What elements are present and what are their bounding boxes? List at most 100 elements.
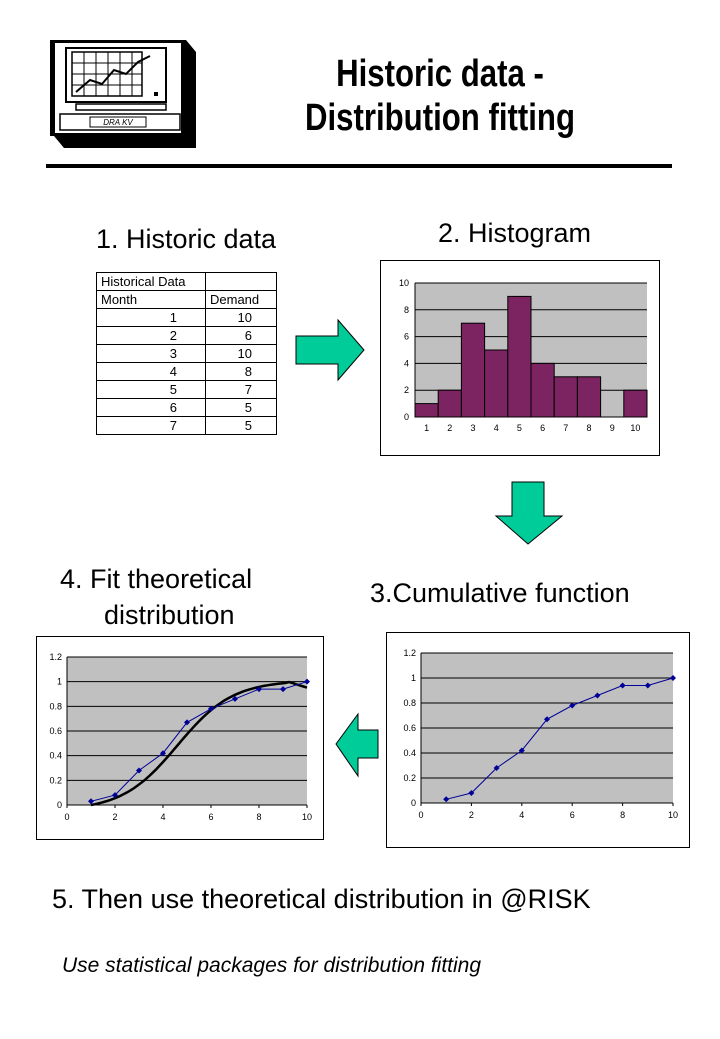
x-tick-label: 8 (620, 810, 625, 820)
x-tick-label: 2 (447, 423, 452, 433)
data-point (569, 702, 576, 709)
table-cell-month: 5 (96, 380, 206, 399)
historic-data-table-box: Historical Data Month Demand 1 10 2 6 3 10 4 8 5… (96, 272, 277, 435)
table-cell-month: 1 (96, 308, 206, 327)
x-tick-label: 6 (208, 812, 213, 822)
arrow-left (334, 712, 380, 783)
table-cell-month: 7 (96, 416, 206, 435)
arrow-right (294, 318, 366, 387)
data-point (304, 678, 310, 685)
histogram-bar (507, 295, 532, 418)
data-point (443, 796, 450, 803)
fit-svg: 0 0.2 0.4 0.6 0.8 1 1.2 0 2 4 6 8 10 (49, 652, 312, 822)
x-tick-label: 4 (160, 812, 165, 822)
histogram-bar (484, 349, 509, 418)
data-point (208, 705, 214, 712)
data-point (493, 765, 500, 771)
y-tick-label: 1.2 (49, 652, 62, 662)
x-tick-label: 2 (469, 810, 474, 820)
histogram-bar (576, 376, 602, 418)
step-1-label: 1. Historic data (96, 224, 277, 254)
data-point (256, 686, 262, 693)
histogram-bar (460, 322, 486, 418)
data-point (88, 798, 94, 805)
x-tick-label: 3 (470, 423, 475, 433)
x-tick-label: 0 (64, 812, 69, 822)
histogram-bar (623, 389, 648, 418)
title-line-1: Historic data - (336, 53, 544, 95)
arrow-down (494, 480, 564, 551)
table-cell-demand: 8 (205, 362, 277, 381)
y-tick-label: 6 (404, 332, 409, 342)
data-point (280, 686, 286, 693)
data-point (232, 695, 238, 702)
table-cell-month: 3 (96, 344, 206, 363)
y-tick-label: 1 (57, 677, 62, 687)
step-4-label-line-1: 4. Fit theoretical (60, 564, 253, 594)
y-tick-label: 0 (57, 800, 62, 810)
x-tick-label: 8 (256, 812, 261, 822)
logo-label: DRA KV (103, 118, 133, 127)
y-tick-label: 0.8 (49, 701, 62, 711)
y-tick-label: 2 (404, 385, 409, 395)
data-point (160, 750, 166, 757)
computer-logo: DRA KV (46, 38, 196, 150)
data-point (112, 792, 118, 799)
table-cell-month: 4 (96, 362, 206, 381)
y-tick-label: 0 (404, 412, 409, 422)
histogram-bar (553, 376, 578, 418)
cumulative-svg: 0 0.2 0.4 0.6 0.8 1 1.2 0 2 4 6 8 10 (403, 648, 678, 820)
x-tick-label: 6 (570, 810, 575, 820)
data-point (468, 790, 475, 796)
table-body: 1 10 2 6 3 10 4 8 5 7 6 5 7 5 (96, 308, 277, 435)
x-tick-label: 8 (586, 423, 591, 433)
page-title: Historic data - Distribution fitting (243, 52, 637, 140)
step-5-label: 5. Then use theoretical distribution in … (52, 884, 591, 914)
title-divider (46, 164, 672, 168)
x-tick-label: 5 (517, 423, 522, 433)
y-tick-label: 1.2 (403, 648, 416, 658)
table-caption: Historical Data (96, 272, 206, 291)
x-tick-label: 0 (418, 810, 423, 820)
y-tick-label: 0.2 (403, 773, 416, 783)
data-point (644, 682, 651, 689)
series-line (446, 677, 674, 800)
histogram-bar (437, 389, 462, 418)
x-tick-label: 7 (563, 423, 568, 433)
data-point (619, 682, 626, 689)
y-tick-label: 0.8 (403, 698, 416, 708)
step-4-label-line-2: distribution (104, 600, 235, 630)
x-tick-label: 4 (519, 810, 524, 820)
cumulative-chart: 0 0.2 0.4 0.6 0.8 1 1.2 0 2 4 6 8 10 (386, 632, 690, 848)
table-cell-demand: 5 (205, 398, 277, 417)
y-tick-label: 1 (411, 673, 416, 683)
x-tick-label: 2 (112, 812, 117, 822)
table-cell-demand: 10 (205, 344, 277, 363)
table-header-demand: Demand (205, 290, 277, 309)
x-tick-label: 10 (302, 812, 312, 822)
table-cell-demand: 10 (205, 308, 277, 327)
x-tick-label: 10 (630, 423, 640, 433)
y-tick-label: 0.6 (403, 723, 416, 733)
step-2-label: 2. Histogram (438, 218, 592, 248)
table-header-month: Month (96, 290, 206, 309)
table-row: 3 10 (96, 344, 277, 363)
x-tick-label: 10 (668, 810, 678, 820)
table-cell-month: 6 (96, 398, 206, 417)
y-tick-label: 0.2 (49, 775, 62, 785)
x-tick-label: 1 (424, 423, 429, 433)
x-tick-label: 4 (494, 423, 499, 433)
title-line-2: Distribution fitting (304, 97, 575, 139)
y-tick-label: 4 (404, 358, 409, 368)
y-tick-label: 0 (411, 798, 416, 808)
step-3-label: 3.Cumulative function (370, 578, 630, 608)
x-tick-label: 9 (610, 423, 615, 433)
fit-chart: 0 0.2 0.4 0.6 0.8 1 1.2 0 2 4 6 8 10 (36, 636, 324, 840)
fitted-curve (90, 680, 308, 807)
table-cell-demand: 6 (205, 326, 277, 345)
data-point (594, 692, 601, 699)
x-tick-label: 6 (540, 423, 545, 433)
